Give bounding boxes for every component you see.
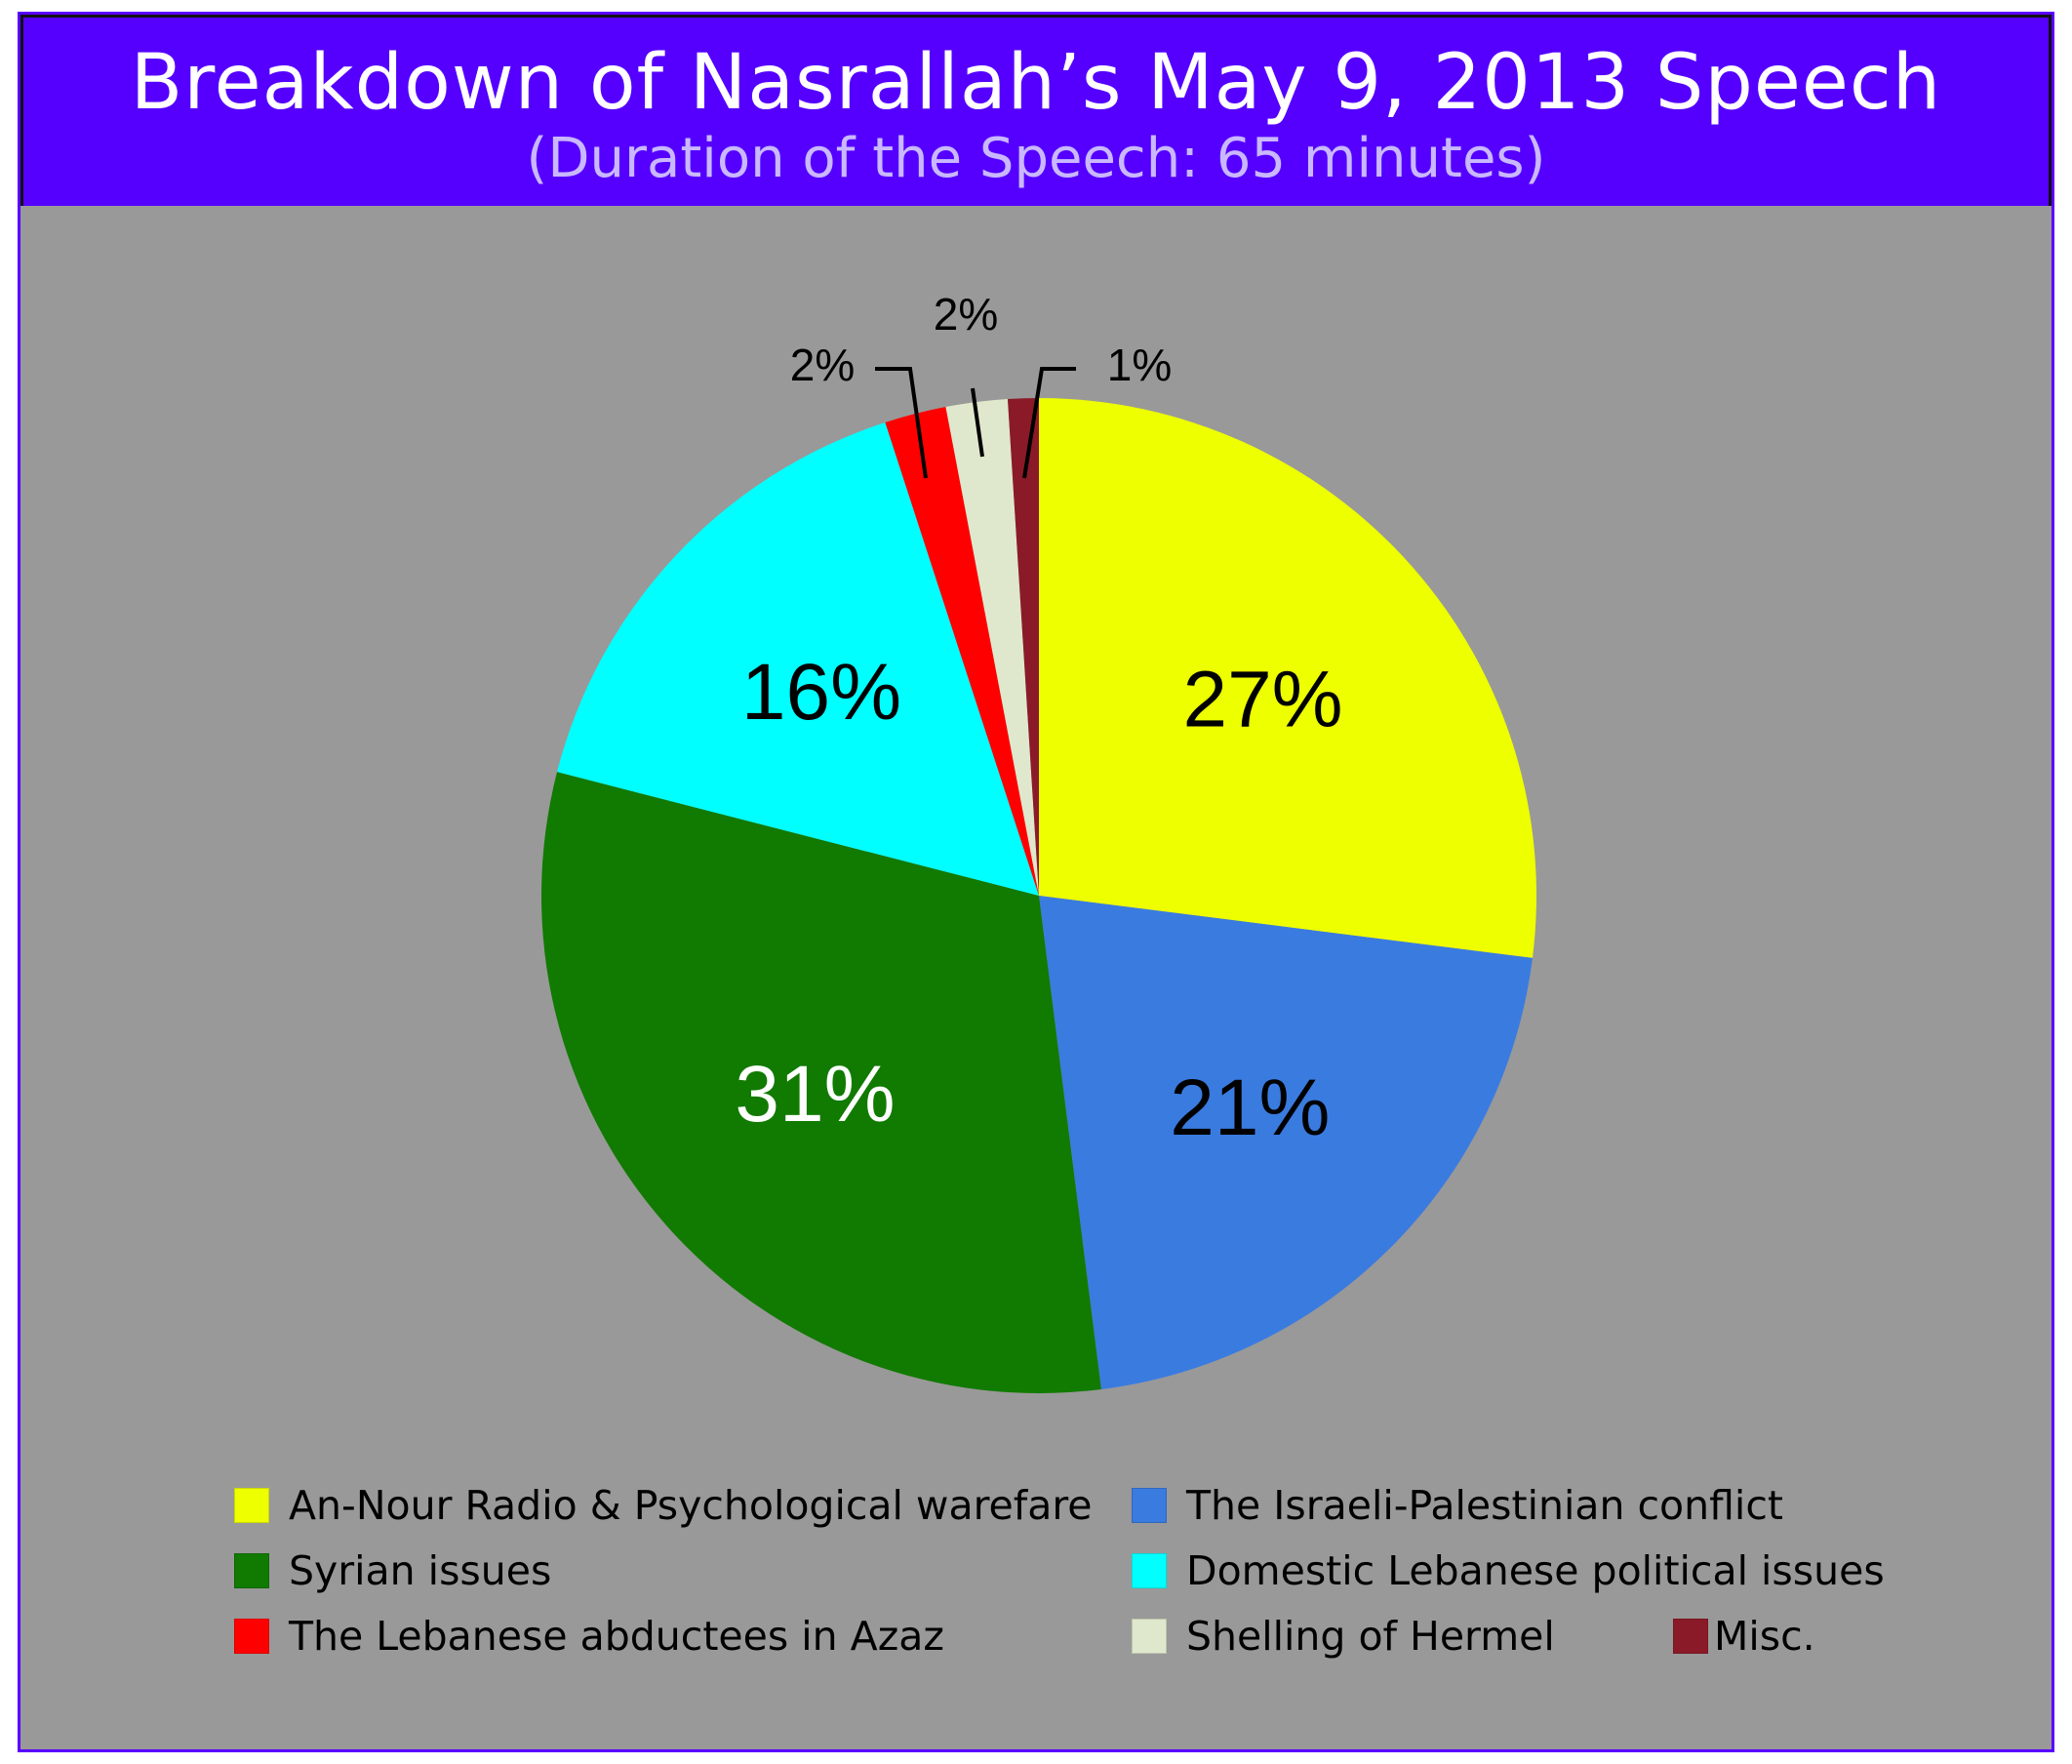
legend-item-the-israeli-palestinian-conflict: The Israeli-Palestinian conflict bbox=[1132, 1478, 1783, 1533]
legend-label: The Lebanese abductees in Azaz bbox=[289, 1613, 944, 1660]
pie-slice-shelling-of-hermel bbox=[945, 399, 1039, 896]
chart-title: Breakdown of Nasrallah’s May 9, 2013 Spe… bbox=[130, 39, 1942, 127]
pie-slices bbox=[541, 398, 1537, 1393]
legend-swatch bbox=[1132, 1553, 1167, 1588]
legend-label: Syrian issues bbox=[289, 1547, 552, 1594]
pie-leader-lines bbox=[875, 367, 1076, 479]
pie-slice-syrian-issues bbox=[541, 772, 1101, 1393]
legend-label: An-Nour Radio & Psychological warefare bbox=[289, 1482, 1093, 1529]
pie-slice-the-israeli-palestinian-conflict bbox=[1039, 896, 1533, 1389]
pie-label-domestic-lebanese-political-issues: 16% bbox=[741, 648, 901, 737]
leader-line-the-lebanese-abductees-in-azaz bbox=[875, 367, 928, 479]
chart-subtitle: (Duration of the Speech: 65 minutes) bbox=[526, 127, 1546, 190]
pie-slice-misc bbox=[1007, 398, 1039, 896]
legend-item-the-lebanese-abductees-in-azaz: The Lebanese abductees in Azaz bbox=[234, 1609, 944, 1664]
pie-slice-an-nour-radio-psychological-warefare bbox=[1039, 398, 1537, 958]
legend-label: Misc. bbox=[1714, 1613, 1815, 1660]
leader-line-shelling-of-hermel bbox=[971, 387, 984, 458]
chart-header: Breakdown of Nasrallah’s May 9, 2013 Spe… bbox=[20, 15, 2052, 206]
pie-label-syrian-issues: 31% bbox=[735, 1050, 895, 1139]
pie-label-the-lebanese-abductees-in-azaz: 2% bbox=[790, 340, 855, 390]
chart-frame: Breakdown of Nasrallah’s May 9, 2013 Spe… bbox=[18, 12, 2054, 1752]
pie-label-misc: 1% bbox=[1107, 340, 1172, 390]
pie-slice-domestic-lebanese-political-issues bbox=[557, 421, 1039, 896]
legend-item-shelling-of-hermel: Shelling of Hermel bbox=[1132, 1609, 1555, 1664]
legend-item-domestic-lebanese-political-issues: Domestic Lebanese political issues bbox=[1132, 1544, 1885, 1598]
legend-swatch bbox=[234, 1619, 269, 1654]
pie-slice-the-lebanese-abductees-in-azaz bbox=[885, 407, 1039, 896]
legend-swatch bbox=[234, 1488, 269, 1523]
legend-item-an-nour-radio-psychological-warefare: An-Nour Radio & Psychological warefare bbox=[234, 1478, 1093, 1533]
leader-line-misc bbox=[1022, 367, 1076, 479]
legend-swatch bbox=[1132, 1619, 1167, 1654]
pie-label-shelling-of-hermel: 2% bbox=[934, 289, 998, 340]
pie-labels: 27% 21% 31% 16% 2% 2% 1% bbox=[735, 289, 1342, 1152]
legend-label: Domestic Lebanese political issues bbox=[1186, 1547, 1885, 1594]
legend-item-misc: Misc. bbox=[1673, 1609, 1815, 1664]
legend-item-syrian-issues: Syrian issues bbox=[234, 1544, 551, 1598]
pie-label-an-nour-radio-psychological-warefare: 27% bbox=[1182, 655, 1342, 743]
pie-label-the-israeli-palestinian-conflict: 21% bbox=[1170, 1063, 1330, 1152]
legend-swatch bbox=[1673, 1619, 1708, 1654]
legend-swatch bbox=[1132, 1488, 1167, 1523]
legend-label: The Israeli-Palestinian conflict bbox=[1186, 1482, 1783, 1529]
legend-swatch bbox=[234, 1553, 269, 1588]
legend-label: Shelling of Hermel bbox=[1186, 1613, 1555, 1660]
